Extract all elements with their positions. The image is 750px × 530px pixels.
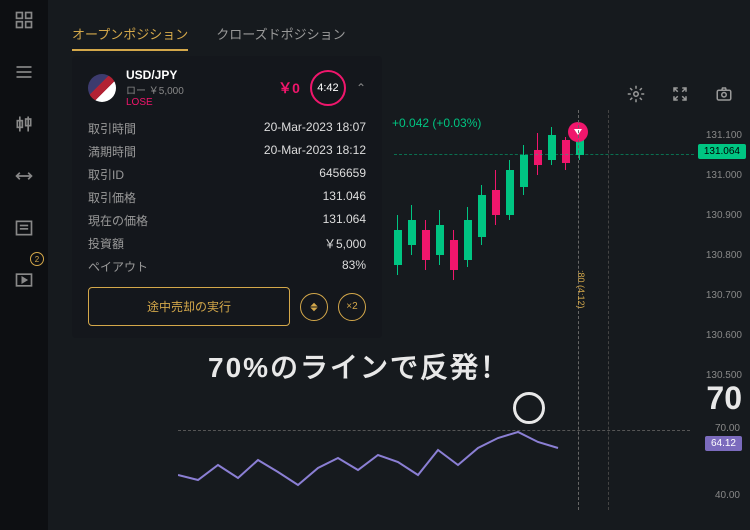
tab-open[interactable]: オープンポジション — [72, 24, 188, 51]
rsi-line-chart — [178, 420, 690, 510]
rsi-current: 64.12 — [705, 436, 742, 451]
swap-icon[interactable] — [12, 164, 36, 188]
profit-value: ￥0 — [278, 78, 300, 98]
execute-sellout-button[interactable]: 途中売却の実行 — [88, 287, 290, 326]
detail-value: ￥5,000 — [324, 235, 366, 252]
fullscreen-icon[interactable] — [666, 80, 694, 108]
detail-value: 83% — [342, 258, 366, 275]
chevron-up-icon[interactable]: ⌃ — [356, 81, 366, 95]
news-icon[interactable] — [12, 216, 36, 240]
detail-value: 6456659 — [319, 166, 366, 183]
detail-value: 131.046 — [323, 189, 366, 206]
tab-closed[interactable]: クローズドポジション — [216, 24, 345, 51]
detail-value: 20-Mar-2023 18:12 — [264, 143, 366, 160]
chart-toolbar — [622, 80, 738, 108]
list-icon[interactable] — [12, 60, 36, 84]
candlestick-icon[interactable] — [12, 112, 36, 136]
pair-name: USD/JPY — [126, 68, 268, 82]
vert-time-label: :80 (4:12) — [576, 270, 586, 309]
current-price-tag: 131.064 — [698, 144, 746, 159]
detail-label: 取引ID — [88, 166, 124, 183]
settings-icon[interactable] — [622, 80, 650, 108]
detail-label: 現在の価格 — [88, 212, 148, 229]
updown-button[interactable] — [300, 293, 328, 321]
currency-flag-icon — [88, 74, 116, 102]
rsi-label-40: 40.00 — [715, 490, 740, 501]
rsi-label-70: 70.00 — [715, 423, 740, 434]
position-panel: USD/JPY ロー ￥5,000 LOSE ￥0 4:42 ⌃ 取引時間 20-… — [72, 56, 382, 338]
detail-label: 取引時間 — [88, 120, 136, 137]
detail-label: 満期時間 — [88, 143, 136, 160]
status-label: LOSE — [126, 97, 268, 108]
detail-label: 投資額 — [88, 235, 124, 252]
grid-icon[interactable] — [12, 8, 36, 32]
detail-label: ペイアウト — [88, 258, 148, 275]
position-tabs: オープンポジション クローズドポジション — [72, 24, 346, 51]
detail-value: 131.064 — [323, 212, 366, 229]
price-line — [394, 154, 694, 155]
x2-button[interactable]: ×2 — [338, 293, 366, 321]
annotation-circle — [513, 392, 545, 424]
sidebar — [0, 0, 48, 530]
detail-value: 20-Mar-2023 18:07 — [264, 120, 366, 137]
countdown-timer: 4:42 — [310, 70, 346, 106]
annotation-text: 70%のラインで反発！ — [208, 346, 510, 386]
video-icon[interactable] — [12, 268, 36, 292]
camera-icon[interactable] — [710, 80, 738, 108]
detail-label: 取引価格 — [88, 189, 136, 206]
annotation-number: 70 — [706, 380, 742, 417]
swap-badge: 2 — [30, 252, 44, 266]
rsi-indicator: 70.00 40.00 64.12 — [178, 420, 690, 510]
pair-sub: ロー ￥5,000 — [126, 82, 268, 97]
rsi-70-line — [178, 430, 690, 431]
